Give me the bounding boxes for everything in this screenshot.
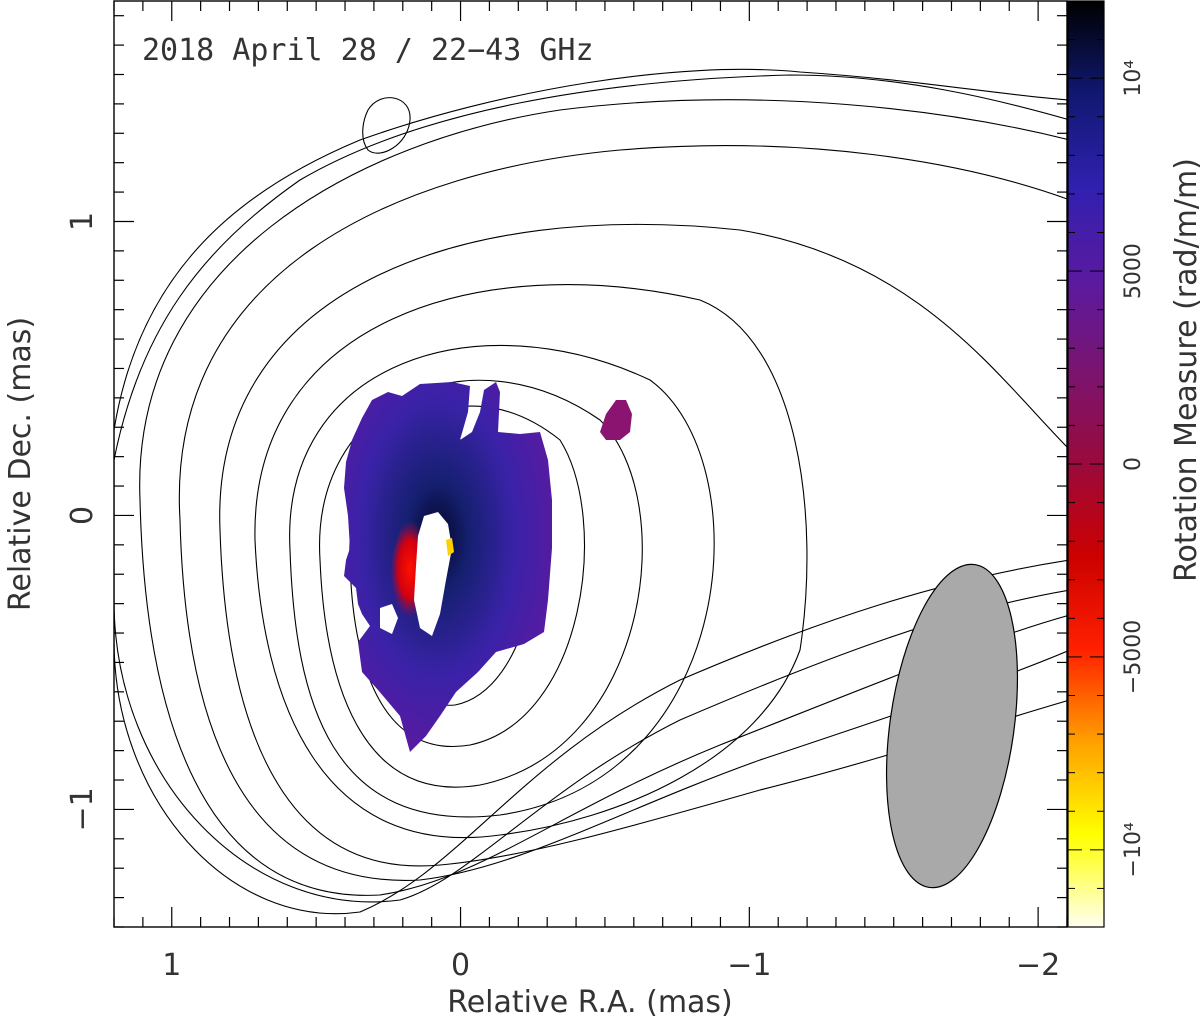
y-axis-label: Relative Dec. (mas)	[3, 317, 38, 611]
chart-title: 2018 April 28 / 22−43 GHz	[142, 33, 594, 68]
rm-hole	[414, 512, 452, 636]
y-tick-label: 0	[65, 506, 100, 525]
y-tick-label: −1	[65, 787, 100, 831]
contour-island	[362, 97, 411, 154]
colorbar-label: Rotation Measure (rad/m/m)	[1169, 158, 1200, 582]
contour-line	[254, 284, 808, 838]
beam-ellipse	[885, 563, 1019, 889]
axis-tick-labels: 1 0 −1 −2 1 0 −1	[65, 212, 1060, 983]
colorbar-tick-label: 0	[1121, 457, 1146, 471]
contour-line	[114, 68, 1067, 915]
rm-hole-small	[380, 604, 398, 634]
colorbar-tick-label: −10⁴	[1121, 822, 1146, 877]
plot-frame	[113, 0, 1068, 928]
x-tick-label: 1	[162, 948, 181, 983]
contour-line	[289, 344, 715, 818]
x-tick-label: −2	[1016, 948, 1060, 983]
y-tick-label: 1	[65, 212, 100, 231]
colorbar-tick-label: 5000	[1121, 243, 1146, 299]
x-axis-label: Relative R.A. (mas)	[447, 985, 733, 1020]
colorbar-tick-label: −5000	[1121, 620, 1146, 694]
colorbar-ticks: 10⁴ 5000 0 −5000 −10⁴	[1068, 39, 1146, 889]
x-tick-label: 0	[451, 948, 470, 983]
plot-content	[114, 68, 1067, 915]
axis-ticks	[113, 1, 1068, 928]
x-tick-label: −1	[727, 948, 771, 983]
colorbar-tick-label: 10⁴	[1121, 60, 1146, 97]
contour-line	[114, 74, 1067, 903]
rm-blob	[600, 400, 632, 440]
rm-core-spot	[446, 538, 454, 556]
